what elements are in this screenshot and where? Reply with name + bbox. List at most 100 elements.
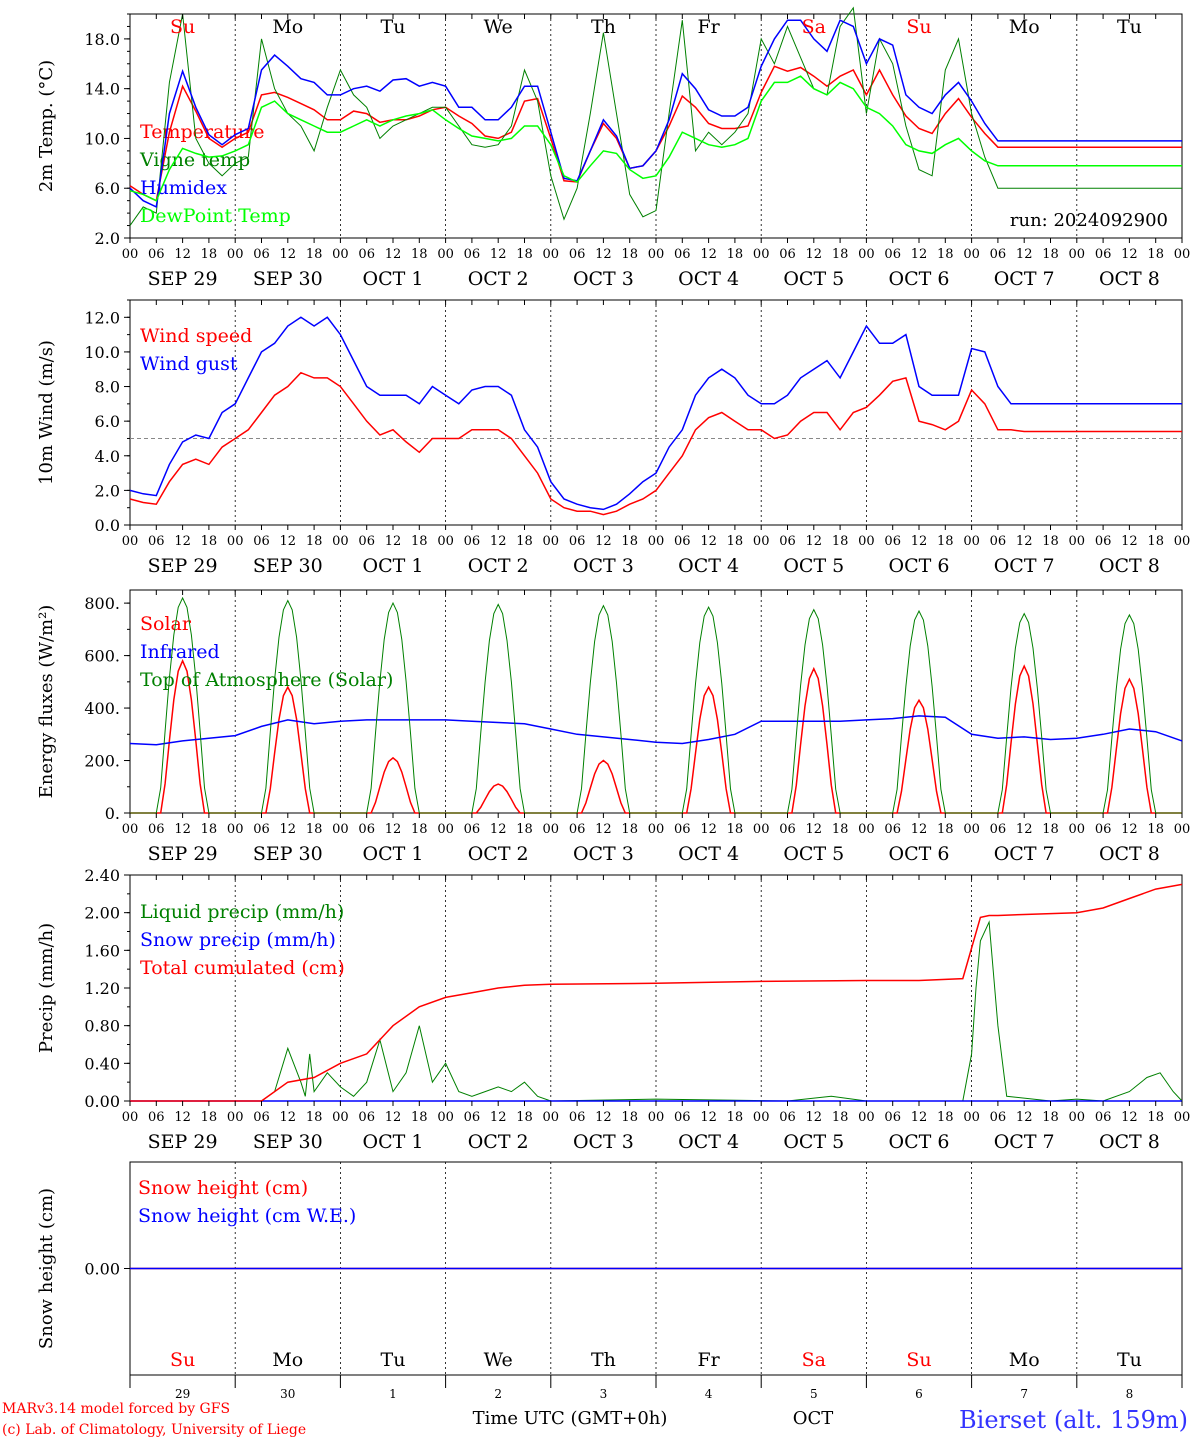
hour-tick-label: 18: [832, 247, 849, 262]
hour-tick-label: 00: [1069, 534, 1086, 549]
hour-tick-label: 06: [1095, 1110, 1112, 1125]
day-number-label: 1: [389, 1387, 397, 1401]
weekday-bottom-label: Th: [591, 1349, 616, 1371]
hour-tick-label: 12: [280, 534, 297, 549]
hour-tick-label: 00: [437, 1110, 454, 1125]
hour-tick-label: 12: [911, 1110, 928, 1125]
weekday-top-label: Su: [170, 16, 195, 38]
hour-tick-label: 00: [858, 247, 875, 262]
y-tick-label: 0.00: [84, 1092, 120, 1111]
hour-tick-label: 00: [543, 822, 560, 837]
hour-tick-label: 00: [648, 247, 665, 262]
legend-entry: Snow precip (mm/h): [140, 929, 336, 951]
weekday-top-label: Fr: [697, 16, 720, 38]
hour-tick-label: 06: [569, 1110, 586, 1125]
hour-tick-label: 12: [595, 534, 612, 549]
day-label: SEP 30: [253, 843, 323, 865]
hour-tick-label: 12: [911, 534, 928, 549]
day-label: OCT 8: [1099, 1131, 1160, 1153]
legend-entry: Liquid precip (mm/h): [140, 901, 344, 923]
hour-tick-label: 12: [385, 534, 402, 549]
y-tick-label: 1.20: [84, 979, 120, 998]
hour-tick-label: 00: [753, 247, 770, 262]
legend-entry: Infrared: [140, 641, 220, 663]
hour-tick-label: 12: [280, 822, 297, 837]
hour-tick-label: 06: [464, 534, 481, 549]
hour-tick-label: 06: [569, 534, 586, 549]
day-label: SEP 29: [148, 555, 218, 577]
hour-tick-label: 12: [490, 247, 507, 262]
hour-tick-label: 06: [779, 1110, 796, 1125]
day-label: OCT 7: [994, 555, 1055, 577]
weekday-bottom-label: We: [484, 1349, 513, 1371]
hour-tick-label: 00: [122, 822, 139, 837]
chart-panel-3: 0. 200. 400. 600. 800. Energy fluxes (W/m²) So…: [36, 589, 1190, 865]
month-label: OCT: [793, 1408, 834, 1429]
hour-tick-label: 18: [516, 1110, 533, 1125]
hour-tick-label: 18: [516, 534, 533, 549]
hour-tick-label: 18: [1147, 534, 1164, 549]
legend-entry: Snow height (cm): [138, 1177, 308, 1199]
day-label: OCT 4: [678, 268, 739, 290]
hour-tick-label: 00: [1174, 247, 1191, 262]
hour-tick-label: 06: [253, 822, 270, 837]
legend-entry: Wind speed: [140, 325, 252, 347]
hour-tick-label: 18: [621, 247, 638, 262]
y-tick-label: 200.: [84, 752, 120, 771]
y-tick-label: 1.60: [84, 941, 120, 960]
hour-tick-label: 00: [227, 822, 244, 837]
hour-tick-label: 00: [332, 247, 349, 262]
hour-tick-label: 06: [1095, 822, 1112, 837]
hour-tick-label: 00: [648, 822, 665, 837]
series-line-vigne-temp: [129, 6, 1182, 226]
hour-tick-label: 00: [122, 1110, 139, 1125]
hour-tick-label: 00: [648, 1110, 665, 1125]
day-number-label: 7: [1020, 1387, 1028, 1401]
legend-entry: Wind gust: [140, 353, 238, 375]
hour-tick-label: 12: [1121, 247, 1138, 262]
hour-tick-label: 18: [306, 822, 323, 837]
hour-tick-label: 00: [227, 247, 244, 262]
day-number-label: 3: [600, 1387, 608, 1401]
hour-tick-label: 18: [411, 247, 428, 262]
hour-tick-label: 06: [674, 534, 691, 549]
hour-tick-label: 06: [990, 534, 1007, 549]
y-tick-label: 14.0: [84, 80, 120, 99]
day-label: OCT 5: [783, 268, 844, 290]
day-number-label: 6: [915, 1387, 923, 1401]
weekday-top-label: Mo: [272, 16, 303, 38]
day-label: OCT 1: [363, 555, 424, 577]
hour-tick-label: 06: [464, 247, 481, 262]
weekday-bottom-label: Mo: [272, 1349, 303, 1371]
hour-tick-label: 12: [1121, 534, 1138, 549]
series-line-dewpoint-temp: [129, 75, 1182, 202]
hour-tick-label: 06: [569, 822, 586, 837]
y-tick-label: 4.0: [95, 447, 120, 466]
hour-tick-label: 18: [1147, 1110, 1164, 1125]
hour-tick-label: 18: [306, 247, 323, 262]
hour-tick-label: 12: [385, 822, 402, 837]
y-tick-label: 600.: [84, 647, 120, 666]
hour-tick-label: 12: [1016, 822, 1033, 837]
model-line: MARv3.14 model forced by GFS: [2, 1401, 230, 1417]
day-label: SEP 30: [253, 555, 323, 577]
hour-tick-label: 18: [1042, 822, 1059, 837]
hour-tick-label: 12: [174, 534, 191, 549]
hour-tick-label: 18: [411, 534, 428, 549]
hour-tick-label: 18: [201, 247, 218, 262]
day-label: SEP 29: [148, 1131, 218, 1153]
y-axis-label: Snow height (cm): [36, 1188, 57, 1349]
hour-tick-label: 00: [122, 247, 139, 262]
day-label: OCT 6: [889, 268, 950, 290]
hour-tick-label: 18: [832, 822, 849, 837]
hour-tick-label: 06: [148, 822, 165, 837]
hour-tick-label: 18: [201, 534, 218, 549]
hour-tick-label: 12: [1121, 1110, 1138, 1125]
hour-tick-label: 06: [464, 1110, 481, 1125]
y-axis-label: 10m Wind (m/s): [36, 340, 57, 485]
hour-tick-label: 12: [806, 247, 823, 262]
day-label: OCT 5: [783, 1131, 844, 1153]
legend-entry: Humidex: [140, 177, 227, 199]
weekday-top-label: Th: [591, 16, 616, 38]
